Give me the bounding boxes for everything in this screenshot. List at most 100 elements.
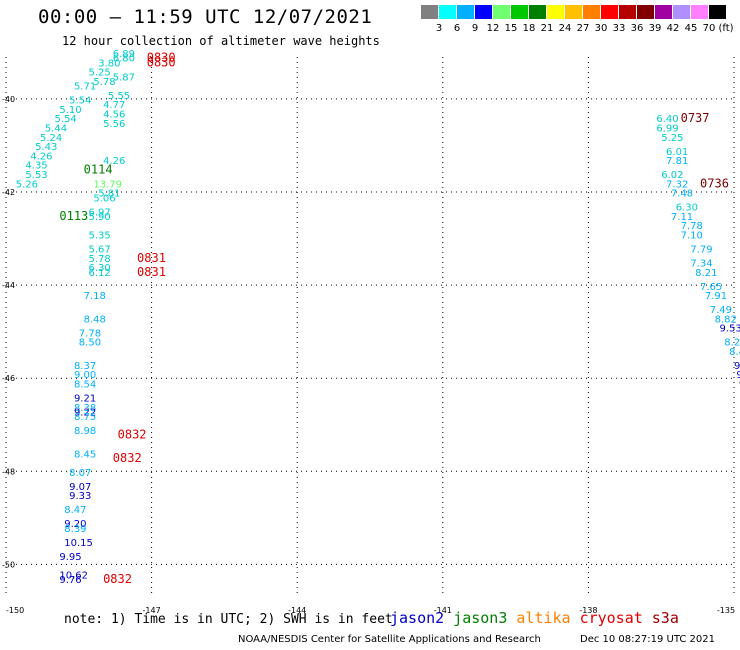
wave-height-value: 5.43 — [35, 142, 57, 153]
pass-time-label: 0114 — [84, 162, 113, 176]
pass-time-label: 0831 — [137, 265, 166, 279]
wave-height-value: 7.78 — [79, 328, 101, 339]
wave-height-value: 7.48 — [671, 189, 693, 200]
wave-height-value: 5.87 — [113, 72, 135, 83]
scale-swatch — [655, 5, 672, 19]
wave-height-value: 7.34 — [690, 258, 712, 269]
footer-note: note: 1) Time is in UTC; 2) SWH is in fe… — [64, 612, 393, 627]
legend-cryosat: cryosat — [579, 609, 643, 627]
scale-label: 45 — [684, 23, 698, 34]
pass-time-label: 0831 — [137, 251, 166, 265]
longitude-label: -144 — [288, 606, 306, 615]
scale-label: 42 — [666, 23, 680, 34]
scale-label: 24 — [558, 23, 572, 34]
scale-swatch — [637, 5, 654, 19]
wave-height-value: 5.25 — [89, 68, 111, 79]
pass-time-label: 0832 — [118, 428, 147, 442]
scale-swatch — [493, 5, 510, 19]
wave-height-value: 9.53 — [719, 324, 740, 335]
legend-s3a: s3a — [651, 609, 679, 627]
scale-swatch — [421, 5, 438, 19]
wave-height-value: 5.67 — [89, 245, 111, 256]
scale-label: 36 — [630, 23, 644, 34]
wave-height-value: 7.65 — [700, 282, 722, 293]
latitude-label: -44 — [2, 281, 15, 290]
pass-time-label: 0830 — [147, 55, 176, 69]
wave-height-value: 8.26 — [724, 338, 740, 349]
scale-swatch — [583, 5, 600, 19]
scale-swatch — [457, 5, 474, 19]
wave-height-value: 4.35 — [25, 161, 47, 172]
wave-height-value: 9.22 — [74, 407, 96, 418]
wave-height-value: 9 — [739, 380, 740, 391]
scale-swatch — [547, 5, 564, 19]
legend-jason2: jason2 — [390, 609, 445, 627]
wave-height-value: 8.45 — [74, 449, 96, 460]
wave-height-value: 4.77 — [103, 100, 125, 111]
scale-label: 30 — [594, 23, 608, 34]
wave-height-value: 6.80 — [113, 54, 135, 65]
scale-label: 9 — [471, 23, 479, 34]
wave-height-value: 9.00 — [74, 370, 96, 381]
longitude-label: -141 — [434, 606, 452, 615]
scale-label: 12 — [486, 23, 500, 34]
wave-height-value: 5.78 — [89, 254, 111, 265]
credit-text: NOAA/NESDIS Center for Satellite Applica… — [238, 634, 541, 645]
wave-height-value: 5.78 — [93, 77, 115, 88]
wave-height-value: 8.4 — [729, 347, 740, 358]
wave-height-value: 6.02 — [661, 170, 683, 181]
longitude-label: -150 — [6, 606, 24, 615]
wave-height-value: 10.15 — [64, 538, 93, 549]
wave-height-value: 5.55 — [108, 91, 130, 102]
longitude-label: -138 — [579, 606, 597, 615]
scale-label: 27 — [576, 23, 590, 34]
wave-height-value: 6.89 — [113, 49, 135, 60]
wave-height-value: 8.37 — [74, 361, 96, 372]
scale-label: 18 — [522, 23, 536, 34]
wave-height-value: 5.71 — [74, 82, 96, 93]
wave-height-value: 8.82 — [715, 314, 737, 325]
scale-label: 6 — [453, 23, 461, 34]
scale-swatch — [709, 5, 726, 19]
scale-label: 21 — [540, 23, 554, 34]
wave-height-value: 7.32 — [666, 179, 688, 190]
wave-height-value: 5.24 — [40, 133, 62, 144]
latitude-label: -40 — [2, 95, 15, 104]
wave-height-value: 5.54 — [69, 96, 91, 107]
latitude-label: -50 — [2, 560, 15, 569]
wave-height-value: 5.26 — [16, 179, 38, 190]
map-subtitle: 12 hour collection of altimeter wave hei… — [62, 34, 380, 48]
wave-height-value: 8.54 — [74, 380, 96, 391]
map-grid — [5, 57, 735, 597]
wave-height-value: 5.10 — [59, 105, 81, 116]
wave-height-value: 8.48 — [84, 314, 106, 325]
wave-height-value: 8.75 — [74, 412, 96, 423]
scale-swatch — [475, 5, 492, 19]
axis-labels: -40 -42 -44 -46 -48 -50 -150 -147 -144 -141 -138 -1… — [2, 95, 735, 615]
wave-height-value: 10.62 — [59, 570, 88, 581]
wave-height-value: 5.35 — [89, 231, 111, 242]
scale-swatch — [511, 5, 528, 19]
pass-time-label: 0736 — [700, 176, 729, 190]
scale-swatch — [673, 5, 690, 19]
wave-height-value: 9.20 — [64, 519, 86, 530]
wave-height-value: 9.33 — [69, 491, 91, 502]
wave-height-value: 5.56 — [103, 119, 125, 130]
wave-height-value: 6.97 — [89, 207, 111, 218]
wave-height-value: 8.39 — [64, 524, 86, 535]
wave-height-value: 8.47 — [64, 505, 86, 516]
latitude-label: -48 — [2, 467, 15, 476]
pass-time-label: 0737 — [681, 111, 710, 125]
wave-height-value: 7.78 — [681, 221, 703, 232]
wave-height-value: 7.91 — [705, 291, 727, 302]
wave-height-value: 6.30 — [676, 203, 698, 214]
wave-height-value: 7.10 — [681, 231, 703, 242]
wave-height-value: 8.38 — [74, 403, 96, 414]
scale-label: 39 — [648, 23, 662, 34]
wave-height-value: 6.30 — [89, 263, 111, 274]
wave-height-value: 7.11 — [671, 212, 693, 223]
wave-height-value: 7.49 — [710, 305, 732, 316]
wave-height-value: 7.18 — [84, 291, 106, 302]
